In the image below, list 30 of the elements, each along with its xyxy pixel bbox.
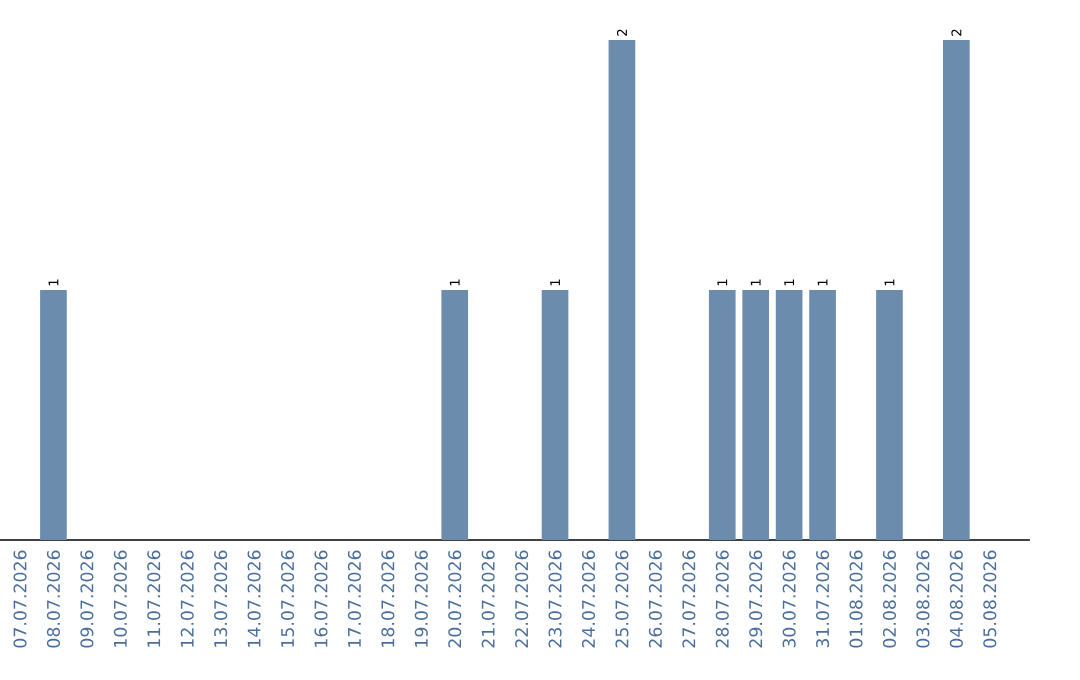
x-tick-label: 09.07.2026 <box>80 550 94 648</box>
x-tick-label: 26.07.2026 <box>648 550 662 648</box>
x-tick-label: 22.07.2026 <box>515 550 529 648</box>
x-tick-label: 27.07.2026 <box>682 550 696 648</box>
x-tick-label: 11.07.2026 <box>147 550 161 647</box>
x-tick-label: 19.07.2026 <box>414 550 428 647</box>
x-tick-label: 23.07.2026 <box>548 550 562 648</box>
x-tick-label: 16.07.2026 <box>314 550 328 647</box>
x-tick-label: 02.08.2026 <box>882 550 897 648</box>
x-tick-label: 28.07.2026 <box>715 550 729 648</box>
x-tick-label: 04.08.2026 <box>949 550 963 648</box>
x-tick-label: 29.07.2026 <box>749 550 763 648</box>
x-tick-label: 20.07.2026 <box>448 550 462 648</box>
x-tick-label: 13.07.2026 <box>214 550 228 647</box>
x-tick-label: 25.07.2026 <box>615 550 629 648</box>
x-tick-label: 21.07.2026 <box>481 550 495 648</box>
x-tick-label: 17.07.2026 <box>347 550 361 647</box>
x-tick-label: 07.07.2026 <box>13 550 27 648</box>
x-tick-label: 10.07.2026 <box>113 550 127 647</box>
x-tick-label: 14.07.2026 <box>247 550 261 647</box>
x-tick-label: 30.07.2026 <box>782 550 796 648</box>
x-tick-label: 12.07.2026 <box>180 550 194 647</box>
x-tick-label: 05.08.2026 <box>983 550 997 648</box>
x-tick-label: 18.07.2026 <box>381 550 395 647</box>
x-tick-label: 08.07.2026 <box>46 550 60 648</box>
x-tick-label: 24.07.2026 <box>581 550 596 648</box>
x-tick-label: 31.07.2026 <box>816 550 830 648</box>
x-tick-label: 03.08.2026 <box>916 550 930 648</box>
x-tick-label: 15.07.2026 <box>281 550 295 647</box>
x-tick-label: 01.08.2026 <box>849 550 863 648</box>
